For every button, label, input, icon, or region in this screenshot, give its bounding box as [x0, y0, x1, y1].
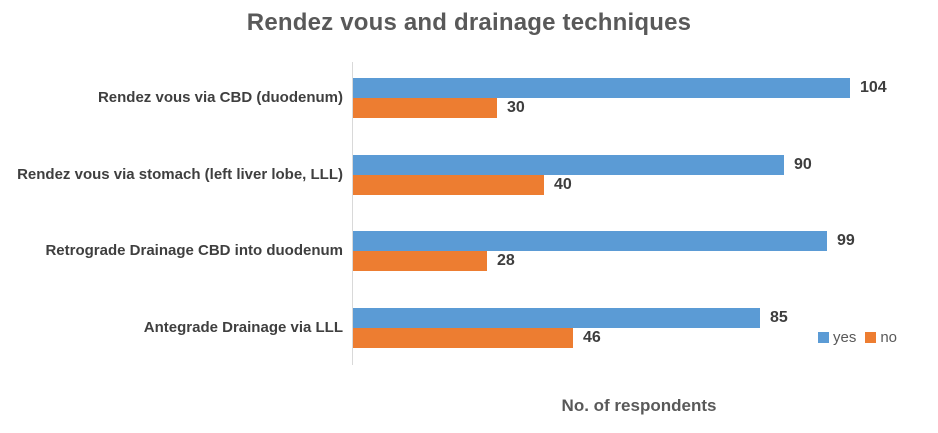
bar-group: 99 28: [353, 231, 855, 271]
bar-group: 85 46: [353, 308, 788, 348]
bar-row: 85: [353, 308, 788, 328]
category-label: Rendez vous via CBD (duodenum): [97, 89, 343, 106]
bar-yes: [353, 78, 850, 98]
legend-item-no: no: [865, 329, 897, 346]
value-label: 46: [583, 329, 601, 346]
bar-row: 30: [353, 98, 887, 118]
bar-no: [353, 175, 544, 195]
value-label: 40: [554, 176, 572, 193]
bar-row: 28: [353, 251, 855, 271]
value-label: 90: [794, 156, 812, 173]
value-label: 30: [507, 99, 525, 116]
bar-group: 104 30: [353, 78, 887, 118]
legend: yes no: [818, 329, 897, 346]
bar-row: 40: [353, 175, 812, 195]
legend-label-no: no: [880, 329, 898, 346]
bar-row: 104: [353, 78, 887, 98]
value-label: 85: [770, 309, 788, 326]
plot-area: 104 30 90 40 99 28 85 46: [352, 62, 927, 365]
bar-yes: [353, 155, 784, 175]
category-label: Retrograde Drainage CBD into duodenum: [45, 242, 343, 259]
legend-swatch-no: [865, 332, 877, 343]
bar-no: [353, 98, 497, 118]
bar-no: [353, 251, 487, 271]
bar-no: [353, 328, 573, 348]
x-axis-label: No. of respondents: [561, 396, 717, 415]
value-label: 104: [860, 79, 887, 96]
category-label: Antegrade Drainage via LLL: [143, 319, 343, 336]
chart-title: Rendez vous and drainage techniques: [246, 9, 692, 36]
value-label: 28: [497, 252, 515, 269]
bar-yes: [353, 231, 827, 251]
bar-row: 46: [353, 328, 788, 348]
category-label: Rendez vous via stomach (left liver lobe…: [17, 166, 343, 183]
value-label: 99: [837, 232, 855, 249]
bar-row: 99: [353, 231, 855, 251]
bar-yes: [353, 308, 760, 328]
bar-group: 90 40: [353, 155, 812, 195]
legend-swatch-yes: [818, 332, 829, 343]
legend-item-yes: yes: [818, 329, 856, 346]
legend-label-yes: yes: [833, 329, 857, 346]
bar-row: 90: [353, 155, 812, 175]
